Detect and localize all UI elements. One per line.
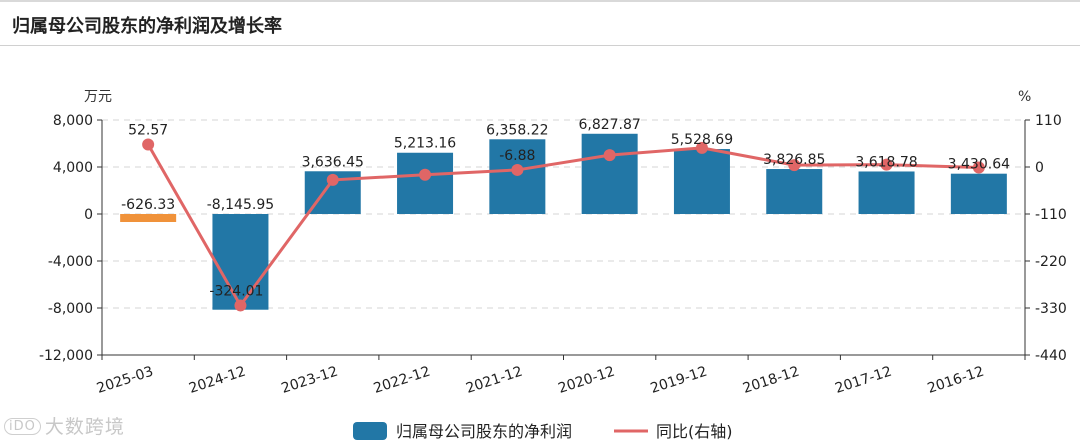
left-tick-label: 0 (84, 207, 93, 223)
line-value-label: -324.01 (209, 283, 263, 299)
left-tick-label: -8,000 (48, 301, 93, 317)
bar (766, 169, 823, 214)
bar-value-label: 3,636.45 (302, 154, 364, 170)
bar (673, 149, 730, 214)
right-tick-label: -110 (1035, 207, 1067, 223)
x-tick-label: 2024-12 (187, 364, 248, 397)
line-point (695, 141, 708, 154)
bar-value-label: 5,213.16 (394, 136, 456, 152)
line-point (142, 138, 155, 151)
bar-value-label: 3,430.64 (948, 157, 1010, 173)
bar-value-label: -626.33 (121, 197, 175, 213)
x-tick-label: 2016-12 (926, 364, 987, 397)
legend-label-line: 同比(右轴) (656, 422, 733, 441)
bar (581, 133, 638, 214)
bar-value-label: 6,827.87 (578, 117, 640, 133)
bar (489, 139, 546, 214)
line-point (880, 158, 893, 171)
right-tick-label: -220 (1035, 254, 1067, 270)
x-tick-label: 2020-12 (556, 364, 617, 397)
left-tick-label: -12,000 (39, 348, 93, 364)
watermark-text: 大数跨境 (44, 416, 125, 438)
bar (950, 173, 1007, 214)
line-point (788, 159, 801, 172)
right-tick-label: 0 (1035, 160, 1044, 176)
line-series (142, 138, 985, 312)
right-tick-label: 110 (1035, 113, 1062, 129)
line-path (146, 143, 979, 309)
bar-value-label: 5,528.69 (671, 132, 733, 148)
x-tick-label: 2025-03 (95, 364, 156, 397)
watermark: iDO 大数跨境 (4, 412, 125, 439)
bar (120, 214, 177, 222)
line-value-label: 52.57 (128, 123, 168, 139)
bar-value-label: 3,826.85 (763, 152, 825, 168)
axes: 8,000 4,000 0 -4,000 -8,000 -12,000 110 0 -110 -2… (39, 89, 1067, 397)
bar (212, 214, 269, 310)
line-point (234, 299, 247, 312)
line-point (603, 149, 616, 162)
bar (858, 171, 915, 214)
watermark-logo: iDO (4, 418, 41, 435)
right-axis-unit: % (1018, 89, 1031, 105)
x-tick-label: 2017-12 (833, 364, 894, 397)
data-labels: -626.33 -8,145.95 3,636.45 5,213.16 6,358.22… (121, 117, 1010, 300)
bar-value-label: 6,358.22 (486, 122, 548, 138)
legend-swatch-bars (353, 422, 387, 440)
x-tick-label: 2022-12 (372, 364, 433, 397)
right-tick-label: -440 (1035, 348, 1067, 364)
x-tick-label: 2018-12 (741, 364, 802, 397)
x-tick-label: 2019-12 (649, 364, 710, 397)
line-point (511, 163, 524, 176)
bar (397, 152, 454, 214)
chart-header: 归属母公司股东的净利润及增长率 (0, 0, 1080, 46)
bar-series (120, 133, 1007, 310)
x-tick-label: 2021-12 (464, 364, 525, 397)
legend-label-bars: 归属母公司股东的净利润 (396, 422, 572, 441)
bar-value-label: -8,145.95 (207, 197, 274, 213)
line-point (326, 173, 339, 186)
bar-value-label: 3,618.78 (855, 154, 917, 170)
left-tick-label: 8,000 (53, 113, 93, 129)
chart-title: 归属母公司股东的净利润及增长率 (12, 16, 282, 37)
line-point (972, 161, 985, 174)
left-tick-label: -4,000 (48, 254, 93, 270)
left-axis-unit: 万元 (84, 89, 112, 105)
line-point (419, 168, 432, 181)
x-tick-label: 2023-12 (279, 364, 340, 397)
legend[interactable]: 归属母公司股东的净利润 同比(右轴) (353, 422, 733, 441)
right-tick-label: -330 (1035, 301, 1067, 317)
left-tick-label: 4,000 (53, 160, 93, 176)
line-value-label: -6.88 (499, 148, 535, 164)
